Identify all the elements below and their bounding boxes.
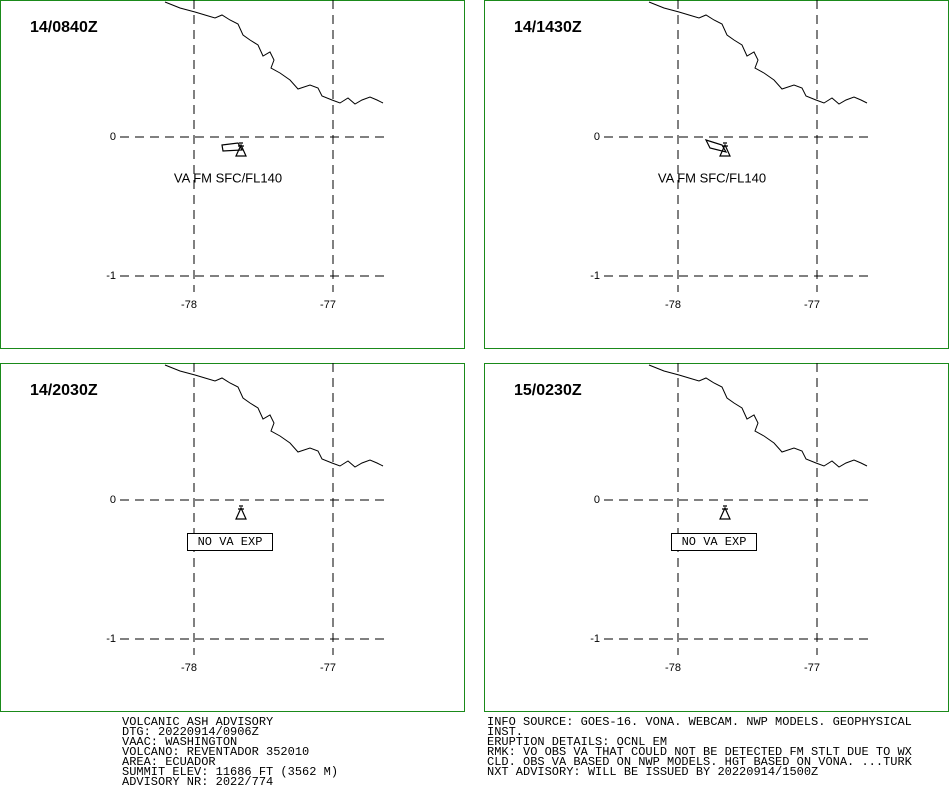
volcano-symbol bbox=[719, 505, 731, 520]
lat-label: -1 bbox=[590, 633, 600, 645]
ash-annotation: VA FM SFC/FL140 bbox=[174, 170, 282, 185]
coastline bbox=[648, 364, 868, 468]
footer-left-line: SUMMIT ELEV: 11686 FT (3562 M) bbox=[122, 765, 338, 779]
footer-right-line: INST. bbox=[487, 725, 523, 739]
lon-label: -77 bbox=[320, 662, 336, 674]
footer-left-line: VAAC: WASHINGTON bbox=[122, 735, 237, 749]
volcano-symbol bbox=[235, 505, 247, 520]
footer-left-line: DTG: 20220914/0906Z bbox=[122, 725, 259, 739]
footer-left-line: VOLCANO: REVENTADOR 352010 bbox=[122, 745, 309, 759]
panel-time: 14/0840Z bbox=[30, 19, 98, 36]
panel-time: 15/0230Z bbox=[514, 382, 582, 399]
footer-right-line: CLD. OBS VA BASED ON NWP MODELS. HGT BAS… bbox=[487, 755, 913, 769]
lon-label: -78 bbox=[665, 662, 681, 674]
map-panel: 15/0230Z 0 -1 -78 -77 NO VA EXP bbox=[484, 363, 949, 712]
annotation-box bbox=[187, 533, 273, 551]
lon-label: -77 bbox=[320, 299, 336, 311]
footer-left-line: AREA: ECUADOR bbox=[122, 755, 216, 769]
footer-right-line: INFO SOURCE: GOES-16. VONA. WEBCAM. NWP … bbox=[487, 715, 912, 729]
map-panel: 14/0840Z 0 -1 -78 -77 VA FM SFC/FL140 bbox=[0, 0, 465, 349]
ash-annotation: NO VA EXP bbox=[198, 535, 263, 549]
footer-right-line: RMK: VO OBS VA THAT COULD NOT BE DETECTE… bbox=[487, 745, 912, 759]
lat-label: -1 bbox=[106, 270, 116, 282]
footer-right-line: ERUPTION DETAILS: OCNL EM bbox=[487, 735, 667, 749]
ash-area bbox=[221, 142, 244, 152]
panel-time: 14/2030Z bbox=[30, 382, 98, 399]
lat-label: 0 bbox=[594, 131, 600, 143]
panel-border bbox=[484, 0, 949, 349]
panel-time: 14/1430Z bbox=[514, 19, 582, 36]
lat-label: -1 bbox=[106, 633, 116, 645]
lat-label: 0 bbox=[110, 131, 116, 143]
annotation-box bbox=[671, 533, 757, 551]
lat-label: 0 bbox=[594, 494, 600, 506]
footer-right-line: NXT ADVISORY: WILL BE ISSUED BY 20220914… bbox=[487, 765, 818, 779]
lon-label: -78 bbox=[181, 662, 197, 674]
footer-left-line: ADVISORY NR: 2022/774 bbox=[122, 775, 273, 789]
lat-label: -1 bbox=[590, 270, 600, 282]
coastline bbox=[164, 364, 384, 468]
footer-left-line: VOLCANIC ASH ADVISORY bbox=[122, 715, 273, 729]
panel-border bbox=[484, 363, 949, 712]
map-panel: 14/1430Z 0 -1 -78 -77 VA FM SFC/FL140 bbox=[484, 0, 949, 349]
map-panel: 14/2030Z 0 -1 -78 -77 NO VA EXP bbox=[0, 363, 465, 712]
coastline bbox=[648, 1, 868, 105]
lon-label: -78 bbox=[181, 299, 197, 311]
lon-label: -78 bbox=[665, 299, 681, 311]
panel-border bbox=[0, 363, 465, 712]
lat-label: 0 bbox=[110, 494, 116, 506]
ash-area bbox=[704, 139, 728, 153]
lon-label: -77 bbox=[804, 662, 820, 674]
lon-label: -77 bbox=[804, 299, 820, 311]
ash-annotation: NO VA EXP bbox=[682, 535, 747, 549]
coastline bbox=[164, 1, 384, 105]
ash-annotation: VA FM SFC/FL140 bbox=[658, 170, 766, 185]
panel-border bbox=[0, 0, 465, 349]
